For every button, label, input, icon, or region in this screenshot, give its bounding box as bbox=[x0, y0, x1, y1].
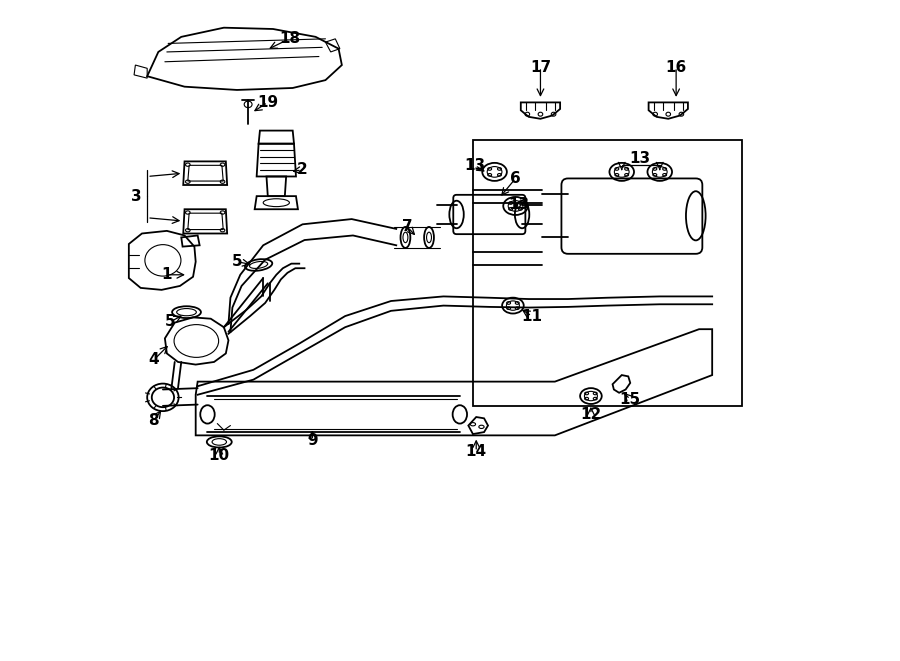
Text: 13: 13 bbox=[629, 151, 651, 167]
Text: 1: 1 bbox=[162, 267, 172, 282]
Text: 17: 17 bbox=[530, 59, 551, 75]
Text: 9: 9 bbox=[307, 433, 318, 448]
Text: 16: 16 bbox=[665, 59, 687, 75]
Text: 5: 5 bbox=[231, 254, 242, 269]
Text: 10: 10 bbox=[209, 447, 230, 463]
Text: 19: 19 bbox=[257, 95, 278, 110]
Text: 13: 13 bbox=[508, 197, 529, 212]
Text: 13: 13 bbox=[464, 158, 485, 173]
Text: 18: 18 bbox=[279, 31, 300, 46]
Text: 12: 12 bbox=[580, 407, 601, 422]
Text: 7: 7 bbox=[402, 219, 413, 235]
Text: 2: 2 bbox=[296, 163, 307, 177]
Bar bbox=[472, 140, 742, 406]
Text: 11: 11 bbox=[521, 309, 543, 324]
Text: 4: 4 bbox=[148, 352, 159, 368]
Text: 8: 8 bbox=[148, 413, 159, 428]
Text: 14: 14 bbox=[465, 444, 487, 459]
Text: 3: 3 bbox=[131, 188, 142, 204]
Text: 15: 15 bbox=[620, 392, 641, 407]
Text: 6: 6 bbox=[510, 171, 521, 186]
Text: 5: 5 bbox=[165, 315, 176, 329]
